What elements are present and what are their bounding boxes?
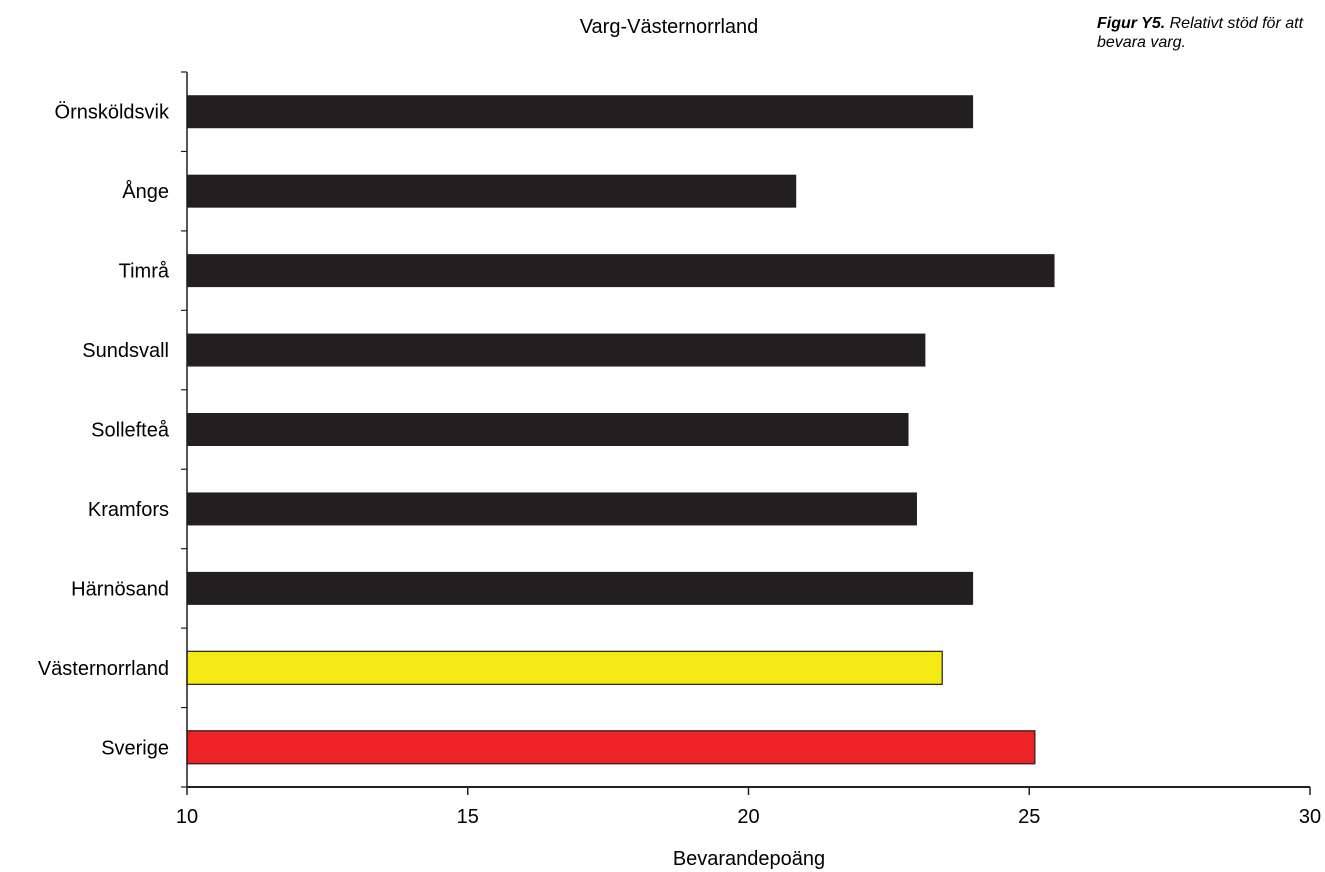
- category-label: Örnsköldsvik: [55, 102, 170, 124]
- bar-1: [187, 174, 797, 208]
- bar-4: [187, 413, 909, 446]
- bar-8: [186, 730, 1036, 765]
- axes-group: Örnsköldsvik Ånge Timrå Sundsvall Sollefteå K…: [38, 71, 1321, 828]
- figure-caption-text: Relativt stöd för att bevara varg.: [1097, 15, 1304, 51]
- category-label: Sundsvall: [82, 340, 169, 362]
- figure-caption-label: Figur Y5.: [1097, 15, 1166, 32]
- chart-title: Varg-Västernorrland: [580, 16, 759, 38]
- category-label: Timrå: [119, 261, 170, 283]
- bar-3: [187, 333, 926, 367]
- x-tick-label: 10: [176, 806, 198, 828]
- category-label: Kramfors: [88, 499, 169, 521]
- x-tick-label: 30: [1299, 806, 1321, 828]
- x-tick-label: 15: [457, 806, 479, 828]
- x-axis-title: Bevarandepoäng: [673, 848, 825, 870]
- category-label: Västernorrland: [38, 658, 169, 680]
- category-label: Härnösand: [71, 578, 169, 600]
- bar-0: [187, 95, 974, 129]
- x-tick-label: 25: [1018, 806, 1040, 828]
- category-label: Sverige: [101, 737, 169, 759]
- bars-group: [186, 95, 1055, 765]
- bar-2: [187, 254, 1055, 288]
- x-tick-label: 20: [737, 806, 759, 828]
- bar-6: [187, 571, 974, 605]
- bar-5: [187, 492, 917, 526]
- category-label: Ånge: [122, 180, 169, 203]
- bar-7: [186, 650, 943, 685]
- figure-caption: Figur Y5. Relativt stöd för att bevara v…: [1097, 14, 1317, 52]
- category-label: Sollefteå: [91, 420, 170, 442]
